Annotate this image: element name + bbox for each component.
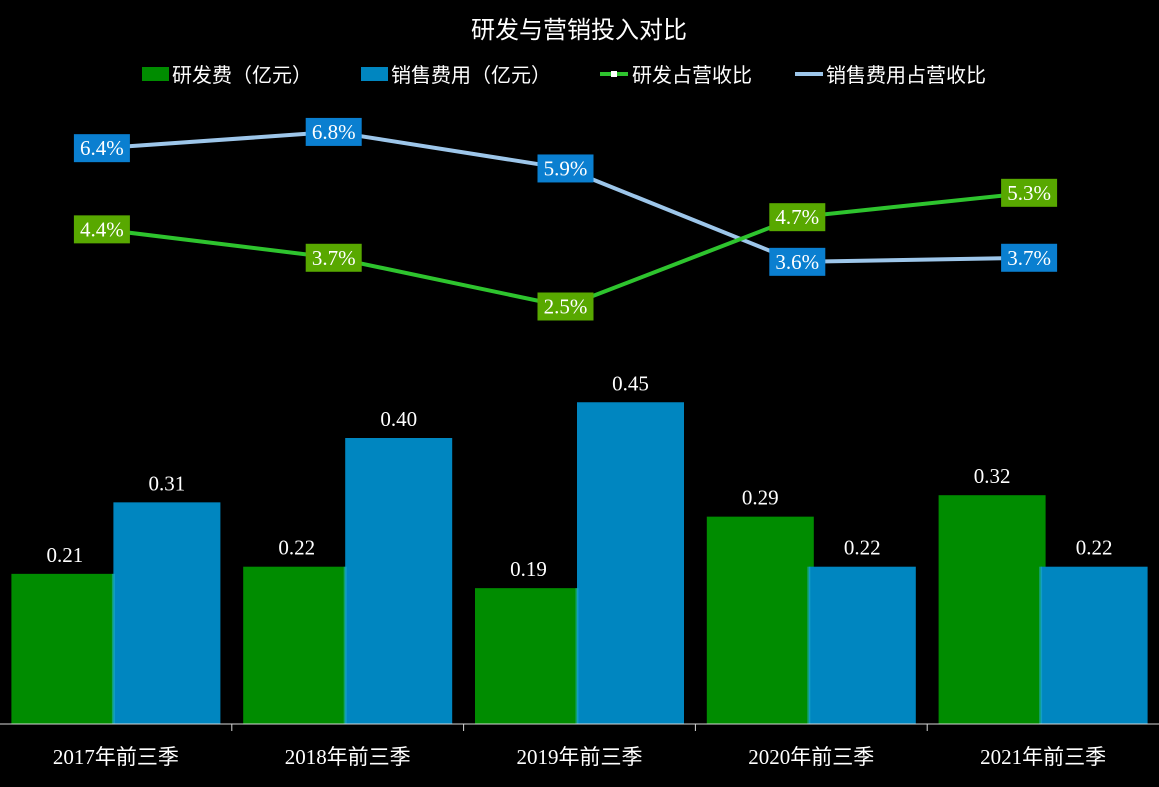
line-label-box-rd-ratio-1 (305, 243, 362, 272)
line-label-text-rd-ratio-0: 4.4% (80, 217, 124, 241)
line-label-text-rd-ratio-3: 4.7% (775, 205, 819, 229)
legend-item-sales-cost: 销售费用（亿元） (361, 63, 551, 87)
line-label-sales-ratio-4: 3.7% (1001, 243, 1058, 272)
line-label-rd-ratio-3: 4.7% (769, 203, 826, 232)
legend-label-sales-ratio: 销售费用占营收比 (826, 63, 986, 87)
legend-label-rd-ratio: 研发占营收比 (632, 63, 752, 87)
bar-label-rd-cost-3: 0.29 (742, 486, 779, 510)
bar-rd-cost-1 (243, 566, 351, 724)
legend-marker-rd-ratio (611, 71, 617, 77)
bar-label-sales-cost-1: 0.40 (380, 407, 417, 431)
bar-label-rd-cost-2: 0.19 (510, 557, 547, 581)
bar-value-labels: 0.21 0.31 0.22 0.40 0.19 0.45 0.29 0.22 0.32 0.22 (47, 371, 1113, 581)
line-label-sales-ratio-3: 3.6% (769, 247, 826, 276)
line-label-box-sales-ratio-4 (1001, 243, 1058, 272)
x-label-2: 2019年前三季 (517, 745, 643, 769)
line-label-text-sales-ratio-0: 6.4% (80, 136, 124, 160)
line-sales-ratio (101, 129, 1030, 264)
bar-edge-2 (575, 588, 579, 724)
line-label-box-sales-ratio-0 (73, 134, 130, 163)
x-axis-labels: 2017年前三季 2018年前三季 2019年前三季 2020年前三季 2021年前三季 (53, 745, 1106, 769)
x-label-0: 2017年前三季 (53, 745, 179, 769)
x-label-3: 2020年前三季 (748, 745, 874, 769)
bar-edge-4 (1039, 566, 1043, 724)
line-label-sales-ratio-0: 6.4% (73, 134, 130, 163)
line-label-text-rd-ratio-1: 3.7% (312, 246, 356, 270)
line-label-rd-ratio-1: 3.7% (305, 243, 362, 272)
legend-label-sales-cost: 销售费用（亿元） (391, 63, 551, 87)
bar-sales-cost-3 (808, 566, 916, 724)
bar-label-sales-cost-2: 0.45 (612, 371, 649, 395)
line-label-sales-ratio-1: 6.8% (305, 117, 362, 146)
line-label-text-rd-ratio-4: 5.3% (1007, 181, 1051, 205)
bar-label-sales-cost-3: 0.22 (844, 536, 881, 560)
bar-sales-cost-4 (1040, 566, 1148, 724)
line-label-box-rd-ratio-4 (1001, 178, 1058, 207)
bar-rd-cost-2 (475, 588, 582, 724)
line-label-box-sales-ratio-2 (537, 154, 594, 183)
bar-rd-cost-4 (938, 495, 1046, 724)
legend-label-rd-cost: 研发费（亿元） (172, 63, 312, 87)
line-value-labels: 4.4% 3.7% 2.5% 4.7% 5.3% 6.4% 6.8% 5.9% 3.6% 3.7% (73, 117, 1058, 321)
x-label-1: 2018年前三季 (285, 745, 411, 769)
line-label-rd-ratio-4: 5.3% (1001, 178, 1058, 207)
line-label-text-sales-ratio-2: 5.9% (544, 156, 588, 180)
line-label-box-rd-ratio-2 (537, 292, 594, 321)
bar-sales-cost-0 (113, 502, 221, 724)
legend-swatch-rd-cost (142, 67, 169, 81)
line-label-text-sales-ratio-1: 6.8% (312, 120, 356, 144)
line-label-box-rd-ratio-0 (73, 215, 130, 244)
bar-label-rd-cost-0: 0.21 (47, 543, 84, 567)
line-label-box-rd-ratio-3 (769, 203, 826, 232)
line-label-box-sales-ratio-1 (305, 117, 362, 146)
bar-group (11, 402, 1148, 724)
bar-label-sales-cost-0: 0.31 (149, 471, 186, 495)
legend-item-rd-cost: 研发费（亿元） (142, 63, 312, 87)
line-rd-ratio (101, 190, 1030, 309)
line-label-text-rd-ratio-2: 2.5% (544, 295, 588, 319)
line-label-sales-ratio-2: 5.9% (537, 154, 594, 183)
x-axis-ticks (231, 724, 928, 731)
line-label-rd-ratio-2: 2.5% (537, 292, 594, 321)
legend: 研发费（亿元） 销售费用（亿元） 研发占营收比 销售费用占营收比 (142, 63, 986, 87)
legend-item-rd-ratio: 研发占营收比 (600, 63, 752, 87)
line-label-rd-ratio-0: 4.4% (73, 215, 130, 244)
line-label-text-sales-ratio-3: 3.6% (775, 250, 819, 274)
x-label-4: 2021年前三季 (980, 745, 1106, 769)
bar-edge-3 (807, 566, 811, 724)
bar-label-sales-cost-4: 0.22 (1076, 536, 1113, 560)
legend-swatch-sales-cost (361, 67, 388, 81)
bar-edge-1 (343, 566, 347, 724)
bar-sales-cost-2 (577, 402, 684, 724)
line-label-text-sales-ratio-4: 3.7% (1007, 246, 1051, 270)
bar-edge-0 (111, 573, 115, 724)
bar-rd-cost-3 (706, 516, 814, 724)
legend-item-sales-ratio: 销售费用占营收比 (795, 63, 986, 87)
bar-label-rd-cost-1: 0.22 (278, 536, 315, 560)
bar-rd-cost-0 (11, 573, 119, 724)
chart-title: 研发与营销投入对比 (471, 16, 687, 44)
bar-sales-cost-1 (345, 438, 453, 724)
line-label-box-sales-ratio-3 (769, 247, 826, 276)
bar-label-rd-cost-4: 0.32 (974, 464, 1011, 488)
